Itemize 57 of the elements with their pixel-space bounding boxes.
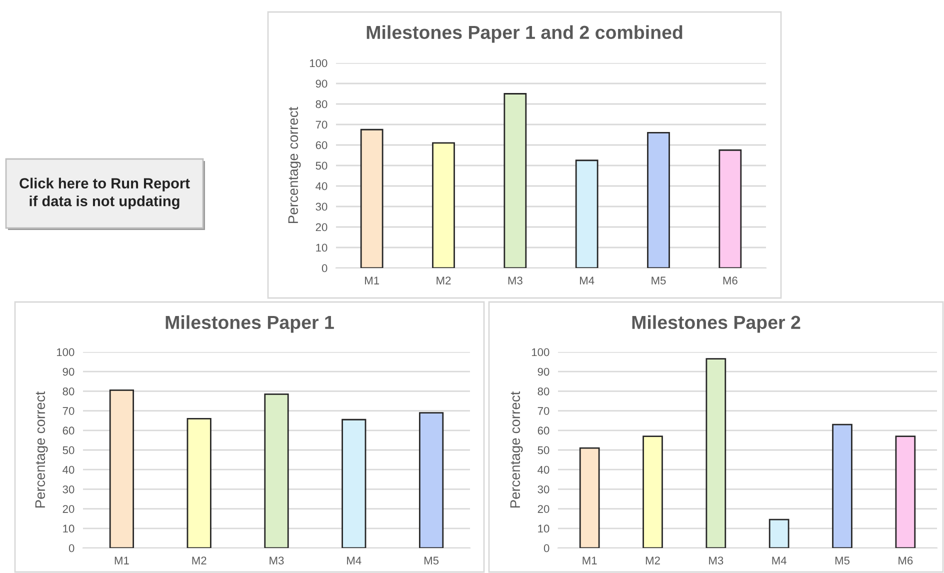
x-tick-label: M1: [582, 556, 597, 564]
y-tick-label: 40: [62, 466, 74, 474]
x-tick-label: M5: [835, 556, 850, 564]
y-tick-label: 80: [538, 387, 550, 396]
y-tick-label: 20: [62, 505, 74, 513]
x-tick-label: M3: [709, 556, 724, 564]
x-tick-label: M3: [508, 276, 522, 284]
x-tick-label: M1: [365, 276, 380, 284]
y-tick-label: 10: [538, 524, 550, 533]
y-tick-label: 70: [538, 407, 550, 415]
y-axis-title: Percentage correct: [510, 391, 523, 508]
y-tick-label: 100: [56, 348, 74, 356]
y-tick-label: 80: [62, 387, 74, 396]
y-tick-label: 100: [532, 348, 550, 356]
y-tick-label: 70: [316, 120, 328, 129]
y-tick-label: 70: [62, 407, 74, 415]
y-tick-label: 0: [322, 264, 328, 272]
y-tick-label: 20: [538, 505, 550, 513]
x-tick-label: M2: [646, 556, 660, 564]
y-tick-label: 90: [316, 80, 328, 88]
y-tick-label: 0: [68, 544, 74, 552]
y-tick-label: 100: [310, 59, 328, 68]
x-tick-label: M6: [898, 556, 913, 564]
x-tick-label: M2: [192, 556, 206, 564]
y-tick-label: 60: [316, 141, 328, 150]
y-tick-label: 30: [538, 485, 550, 494]
chart-title: Milestones Paper 2: [632, 315, 800, 333]
y-tick-label: 10: [316, 244, 328, 252]
y-tick-label: 40: [316, 182, 328, 190]
chart-title: Milestones Paper 1: [166, 315, 334, 333]
x-tick-label: M5: [652, 276, 666, 284]
y-tick-label: 60: [538, 426, 550, 435]
y-axis-title: Percentage correct: [35, 391, 48, 508]
text: Click here to Run Report if data is not updating: [20, 178, 190, 210]
y-tick-label: 80: [316, 100, 328, 108]
y-tick-label: 10: [63, 524, 74, 533]
y-tick-label: 30: [316, 202, 328, 211]
x-tick-label: M4: [347, 556, 362, 564]
chart-title: Milestones Paper 1 and 2 combined: [366, 25, 682, 43]
x-tick-label: M1: [114, 556, 129, 564]
y-tick-label: 20: [316, 223, 328, 232]
y-tick-label: 90: [62, 368, 74, 376]
y-tick-label: 90: [538, 368, 550, 376]
x-tick-label: M4: [580, 276, 594, 284]
y-tick-label: 60: [62, 426, 74, 435]
y-tick-label: 50: [62, 446, 74, 454]
x-tick-label: M4: [772, 556, 786, 564]
x-tick-label: M6: [723, 276, 738, 284]
y-axis-title: Percentage correct: [288, 106, 301, 224]
y-tick-label: 50: [316, 162, 328, 170]
y-tick-label: 0: [544, 544, 550, 552]
y-tick-label: 40: [538, 466, 550, 474]
x-tick-label: M3: [270, 556, 284, 564]
x-tick-label: M2: [436, 276, 451, 284]
y-tick-label: 50: [538, 446, 550, 454]
x-tick-label: M5: [424, 556, 439, 564]
y-tick-label: 30: [62, 485, 74, 494]
